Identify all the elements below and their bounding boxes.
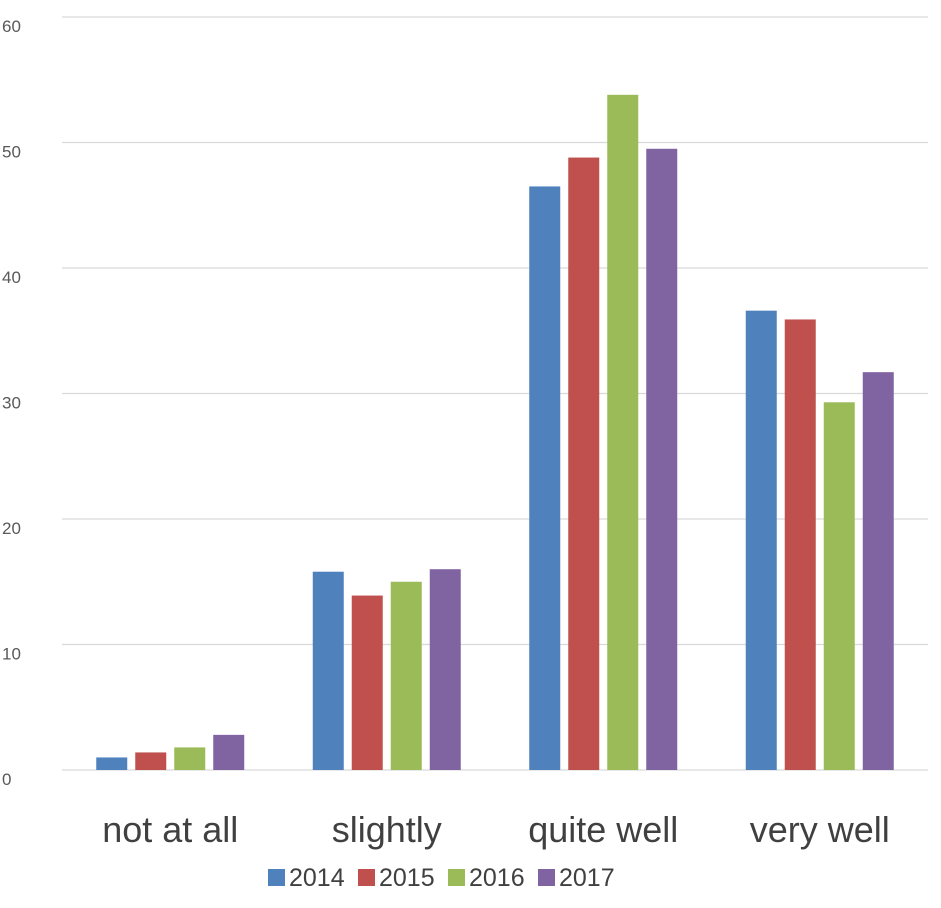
x-category-label-quite-well: quite well [528, 809, 678, 850]
bar-2016-not-at-all [174, 747, 206, 770]
legend-item-2017: 2017 [538, 864, 615, 892]
y-axis-ticks: 0 10 20 30 40 50 60 [2, 17, 21, 789]
bar-2015-not-at-all [135, 752, 167, 770]
legend-swatch-2014 [268, 869, 285, 886]
legend-item-2015: 2015 [358, 864, 435, 892]
y-tick-label-40: 40 [2, 268, 21, 287]
legend-item-2014: 2014 [268, 864, 345, 892]
bar-2015-very-well [784, 319, 816, 770]
gridlines [62, 16, 928, 771]
y-tick-label-60: 60 [2, 17, 21, 36]
bar-2014-not-at-all [96, 757, 128, 770]
bar-2014-slightly [312, 571, 344, 770]
y-tick-label-10: 10 [2, 645, 21, 664]
legend: 2014 2015 2016 2017 [268, 864, 615, 892]
legend-label-2016: 2016 [469, 864, 525, 892]
bar-2016-very-well [823, 402, 855, 770]
bar-2017-slightly [429, 569, 461, 770]
bars [96, 94, 894, 771]
legend-swatch-2015 [358, 869, 375, 886]
bar-2015-quite-well [568, 157, 600, 770]
bar-2016-slightly [390, 581, 422, 770]
bar-2017-quite-well [646, 148, 678, 770]
legend-label-2014: 2014 [289, 864, 345, 892]
y-tick-label-50: 50 [2, 143, 21, 162]
bar-2014-very-well [745, 310, 777, 770]
legend-label-2015: 2015 [379, 864, 435, 892]
legend-swatch-2016 [448, 869, 465, 886]
bar-2017-very-well [862, 372, 894, 770]
legend-swatch-2017 [538, 869, 555, 886]
y-tick-label-30: 30 [2, 394, 21, 413]
legend-item-2016: 2016 [448, 864, 525, 892]
bar-2014-quite-well [529, 186, 561, 771]
y-tick-label-0: 0 [2, 770, 11, 789]
x-category-label-very-well: very well [750, 809, 890, 850]
bar-2016-quite-well [607, 94, 639, 770]
x-category-label-not-at-all: not at all [102, 809, 238, 850]
x-category-label-slightly: slightly [332, 809, 442, 850]
legend-label-2017: 2017 [559, 864, 615, 892]
x-axis-categories: not at all slightly quite well very well [102, 809, 890, 850]
bar-2015-slightly [351, 595, 383, 770]
y-tick-label-20: 20 [2, 519, 21, 538]
bar-2017-not-at-all [213, 734, 245, 770]
